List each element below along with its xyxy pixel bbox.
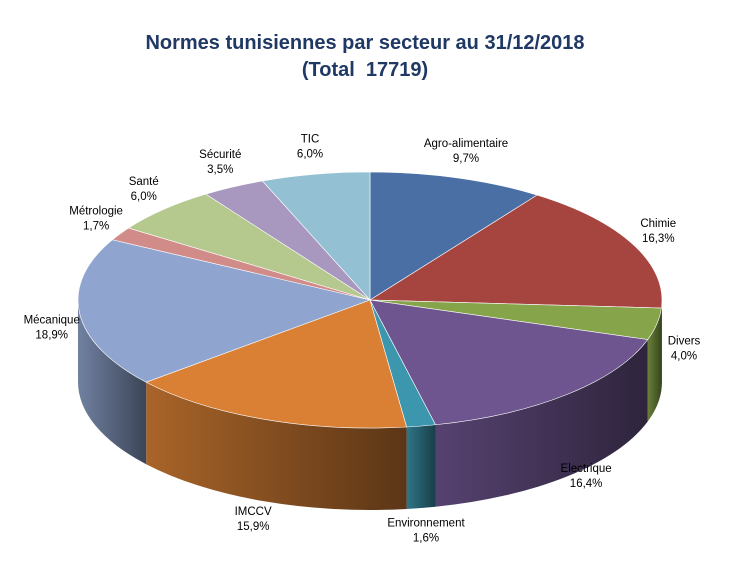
pie-sides	[78, 300, 662, 510]
pie-slice-electrique	[369, 299, 649, 426]
pie-side-environnement	[406, 424, 436, 509]
label-agro-alimentaire: Agro-alimentaire 9,7%	[424, 138, 508, 165]
pie-slices	[77, 171, 663, 429]
label-chimie: Chimie 16,3%	[640, 218, 676, 245]
pie-slice-imccv	[145, 299, 407, 429]
pie-side-chimie	[661, 300, 662, 391]
pie-labels: Agro-alimentaire 9,7% Chimie 16,3% Divers 4,0…	[24, 134, 701, 545]
pie-slice-tic	[261, 171, 371, 301]
label-tic: TIC 6,0%	[297, 134, 323, 161]
pie-side-imccv	[146, 382, 407, 510]
label-electrique: Electrique 16,4%	[561, 463, 612, 490]
pie-side-mecanique	[78, 300, 147, 465]
label-metrologie: Métrologie 1,7%	[69, 205, 123, 232]
label-sante: Santé 6,0%	[129, 176, 159, 203]
chart-title-line2: (Total 17719)	[301, 59, 429, 81]
label-environnement: Environnement 1,6%	[387, 518, 465, 545]
pie-slice-agro-alimentaire	[369, 171, 538, 301]
label-mecanique: Mécanique 18,9%	[24, 314, 80, 341]
pie-side-electrique	[435, 339, 648, 507]
label-imccv: IMCCV 15,9%	[235, 506, 272, 533]
pie-slice-mecanique	[77, 239, 372, 383]
label-securite: Sécurité 3,5%	[199, 149, 241, 176]
chart-title-line1: Normes tunisiennes par secteur au 31/12/…	[145, 32, 585, 54]
pie-slice-chimie	[369, 194, 663, 309]
chart-title: Normes tunisiennes par secteur au 31/12/…	[0, 30, 730, 84]
pie-side-divers	[647, 308, 662, 422]
label-divers: Divers 4,0%	[668, 335, 701, 362]
